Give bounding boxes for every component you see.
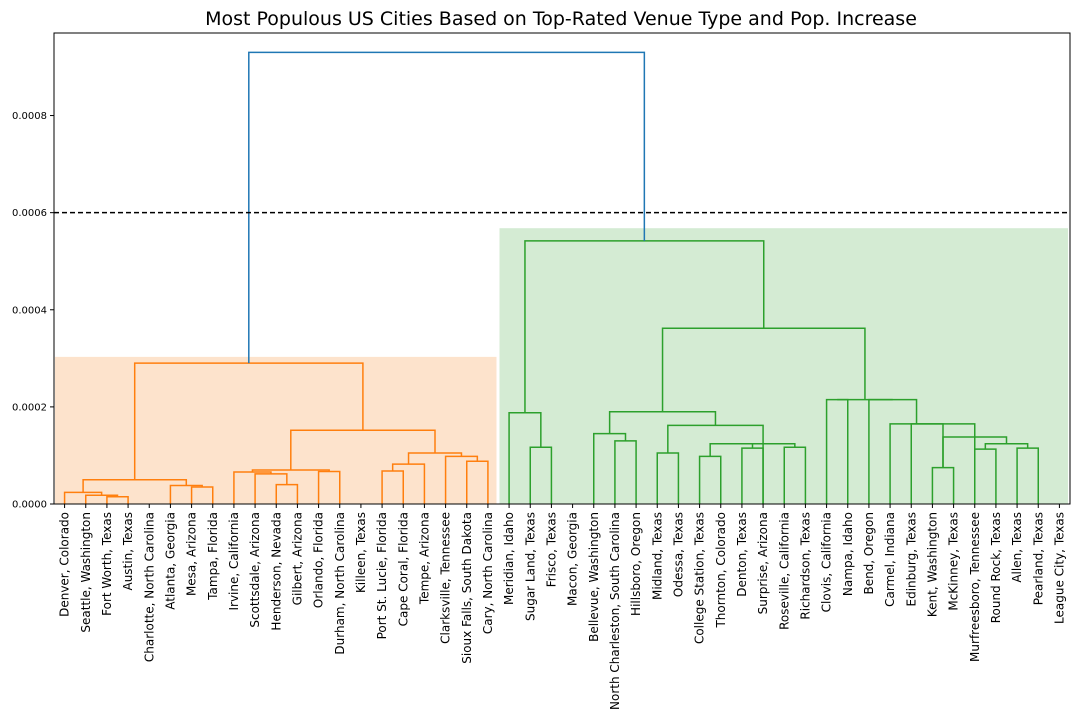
dendrogram-link-19 [529, 446, 553, 504]
leaf-label: Nampa, Idaho [841, 512, 855, 596]
leaf-label: Edinburg, Texas [904, 512, 918, 607]
dendrogram-link-43 [248, 51, 646, 364]
x-axis-leaf-labels: Denver, Colorado Seattle, Washington Fort … [58, 504, 1066, 710]
dendrogram-link-8 [254, 473, 288, 504]
leaf-label: Odessa, Texas [671, 512, 685, 597]
dendrogram-link-35 [984, 443, 1029, 450]
leaf-label: Gilbert, Arizona [290, 512, 304, 605]
leaf-label: Cary, North Carolina [481, 512, 495, 634]
y-tick-label: 0.0004 [12, 305, 47, 316]
leaf-label: Bend, Oregon [862, 512, 876, 595]
dendrogram-link-6 [82, 478, 188, 493]
leaf-label: Round Rock, Texas [989, 512, 1003, 623]
dendrogram-link-27 [783, 446, 807, 504]
y-tick-label: 0.0006 [12, 208, 47, 219]
leaf-label: Port St. Lucie, Florida [375, 512, 389, 639]
leaf-label: Macon, Georgia [566, 512, 580, 606]
leaf-label: Scottsdale, Arizona [248, 512, 262, 628]
leaf-label: Clarksville, Tennessee [439, 512, 453, 644]
leaf-label: Bellevue, Washington [587, 512, 601, 642]
leaf-label: Cape Coral, Florida [396, 512, 410, 626]
leaf-label: Henderson, Nevada [269, 512, 283, 631]
axes-frame [53, 32, 1071, 505]
dendrogram-link-41 [661, 327, 866, 412]
dendrogram-link-39 [868, 398, 918, 504]
dendrogram-link-17 [290, 429, 436, 471]
leaf-label: Pearland, Texas [1031, 512, 1045, 605]
leaf-label: Roseville, California [777, 512, 791, 630]
leaf-label: Midland, Texas [650, 512, 664, 600]
dendrogram-link-9 [233, 471, 272, 504]
leaf-label: Charlotte, North Carolina [142, 512, 156, 662]
dendrogram-link-2 [85, 494, 119, 504]
leaf-label: Thornton, Colorado [714, 512, 728, 629]
leaf-label: Sioux Falls, South Dakota [460, 512, 474, 664]
leaf-label: McKinney, Texas [947, 512, 961, 611]
dendrogram-link-18 [133, 362, 364, 480]
dendrogram-link-22 [593, 432, 627, 504]
cluster-shading [55, 228, 1068, 504]
y-tick-label: 0.0008 [12, 111, 47, 122]
leaf-label: Tempe, Arizona [417, 512, 431, 605]
leaf-label: Austin, Texas [121, 512, 135, 591]
leaf-label: Killeen, Texas [354, 512, 368, 593]
dendrogram-links [63, 51, 1039, 504]
leaf-label: Surprise, Arizona [756, 512, 770, 614]
y-tick-label: 0.0000 [12, 500, 47, 511]
leaf-label: Irvine, California [227, 512, 241, 611]
leaf-label: Meridian, Idaho [502, 512, 516, 605]
y-axis-ticks: 0.0000 0.0002 0.0004 0.0006 0.0008 [12, 111, 54, 511]
leaf-label: Denver, Colorado [58, 512, 72, 617]
leaf-label: League City, Texas [1052, 512, 1066, 624]
dendrogram-link-31 [825, 398, 849, 504]
leaf-label: Mesa, Arizona [185, 512, 199, 596]
leaf-label: College Station, Texas [693, 512, 707, 644]
leaf-label: Clovis, California [820, 512, 834, 612]
leaf-label: Kent, Washington [925, 512, 939, 617]
dendrogram-link-34 [1016, 447, 1039, 504]
leaf-label: Denton, Texas [735, 512, 749, 597]
leaf-label: Sugar Land, Texas [523, 512, 537, 621]
leaf-label: Tampa, Florida [206, 512, 220, 601]
leaf-label: Atlanta, Georgia [163, 512, 177, 610]
chart-title: Most Populous US Cities Based on Top-Rat… [205, 8, 917, 30]
dendrogram-link-13 [391, 463, 426, 504]
leaf-label: Seattle, Washington [79, 512, 93, 633]
leaf-label: North Charleston, South Carolina [608, 512, 622, 710]
dendrogram-link-42 [524, 240, 765, 413]
leaf-label: Hillsboro, Oregon [629, 512, 643, 616]
y-tick-label: 0.0002 [12, 402, 47, 413]
leaf-label: Carmel, Indiana [883, 512, 897, 607]
leaf-label: Murfreesboro, Tennessee [968, 512, 982, 662]
dendrogram-link-28 [731, 443, 796, 448]
leaf-label: Fort Worth, Texas [100, 512, 114, 616]
leaf-label: Orlando, Florida [312, 512, 326, 608]
leaf-label: Richardson, Texas [798, 512, 812, 620]
leaf-label: Frisco, Texas [544, 512, 558, 587]
leaf-label: Allen, Texas [1010, 512, 1024, 583]
leaf-label: Durham, North Carolina [333, 512, 347, 655]
